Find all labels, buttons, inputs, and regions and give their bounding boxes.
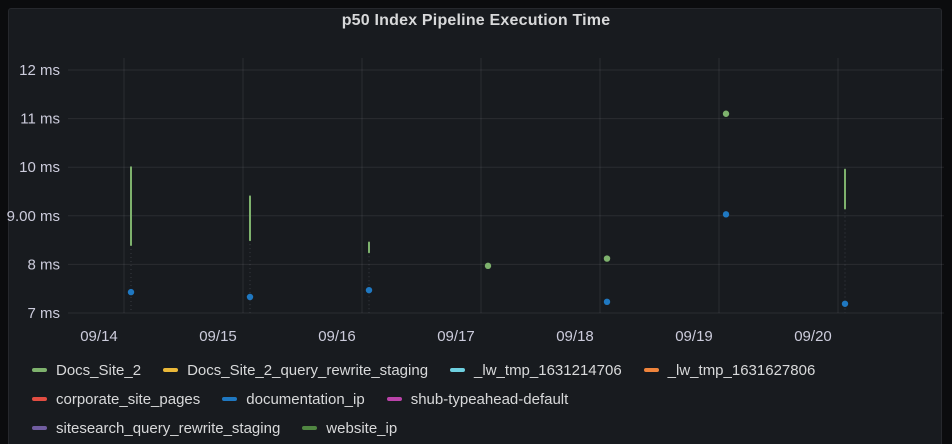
series-point[interactable]: [841, 300, 849, 307]
y-tick-label: 10 ms: [19, 159, 60, 176]
legend-swatch: [450, 368, 466, 372]
legend-swatch: [386, 397, 402, 401]
x-tick-label: 09/20: [794, 328, 832, 345]
x-tick-label: 09/14: [80, 328, 118, 345]
x-tick-label: 09/18: [556, 328, 594, 345]
legend-item[interactable]: Docs_Site_2_query_rewrite_staging: [163, 362, 428, 379]
legend: Docs_Site_2 Docs_Site_2_query_rewrite_sta…: [32, 360, 936, 444]
legend-item[interactable]: website_ip: [302, 420, 397, 437]
legend-row: corporate_site_pages documentation_ip shub…: [32, 389, 936, 409]
series-point[interactable]: [127, 288, 135, 296]
legend-swatch: [222, 397, 238, 401]
series-point[interactable]: [722, 110, 730, 117]
legend-item[interactable]: _lw_tmp_1631627806: [643, 361, 816, 379]
x-tick-label: 09/19: [675, 328, 713, 345]
legend-label: corporate_site_pages: [56, 390, 201, 408]
series-point[interactable]: [246, 293, 254, 301]
legend-swatch: [163, 368, 179, 372]
legend-item[interactable]: shub-typeahead-default: [386, 390, 569, 408]
series-point[interactable]: [484, 262, 492, 270]
y-tick-label: 11 ms: [20, 111, 60, 128]
legend-label: documentation_ip: [246, 390, 365, 408]
legend-row: Docs_Site_2 Docs_Site_2_query_rewrite_sta…: [32, 360, 936, 380]
y-tick-label: 9.00 ms: [7, 208, 60, 225]
legend-label: _lw_tmp_1631627806: [667, 361, 816, 379]
legend-row: sitesearch_query_rewrite_staging website_…: [32, 418, 936, 438]
y-tick-label: 8 ms: [27, 256, 60, 273]
series-point[interactable]: [722, 211, 730, 218]
legend-label: website_ip: [326, 419, 398, 437]
y-tick-label: 7 ms: [27, 305, 60, 322]
series-point[interactable]: [603, 255, 611, 262]
legend-label: _lw_tmp_1631214706: [474, 361, 622, 379]
legend-swatch: [302, 426, 318, 430]
series-point[interactable]: [603, 298, 611, 306]
legend-label: sitesearch_query_rewrite_staging: [56, 419, 281, 437]
time-series-chart[interactable]: 7 ms 8 ms 9.00 ms 10 ms 11 ms 12 ms 09/14 09/15…: [0, 0, 952, 352]
legend-swatch: [32, 426, 47, 430]
legend-swatch: [32, 397, 47, 401]
legend-label: Docs_Site_2_query_rewrite_staging: [187, 361, 429, 379]
legend-item[interactable]: corporate_site_pages: [32, 391, 200, 408]
series-point[interactable]: [365, 286, 373, 294]
legend-label: shub-typeahead-default: [410, 390, 569, 408]
legend-item[interactable]: _lw_tmp_1631214706: [450, 362, 622, 379]
legend-swatch: [32, 368, 47, 372]
legend-item[interactable]: Docs_Site_2: [32, 362, 141, 379]
legend-item[interactable]: documentation_ip: [222, 390, 365, 408]
x-tick-label: 09/17: [437, 328, 475, 345]
legend-label: Docs_Site_2: [56, 361, 142, 379]
x-tick-label: 09/15: [199, 328, 237, 345]
panel-title[interactable]: p50 Index Pipeline Execution Time: [341, 12, 611, 29]
legend-item[interactable]: sitesearch_query_rewrite_staging: [32, 420, 280, 437]
y-tick-label: 12 ms: [19, 62, 60, 79]
x-tick-label: 09/16: [318, 328, 356, 345]
legend-swatch: [643, 368, 659, 372]
